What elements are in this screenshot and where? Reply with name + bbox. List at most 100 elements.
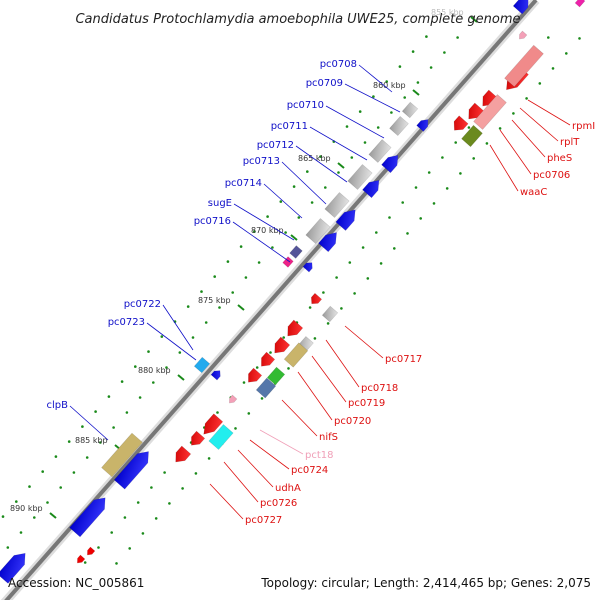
track-dot: [120, 380, 124, 383]
gene-label-reverse: pc0724: [291, 465, 328, 476]
gray-feature: [401, 101, 419, 119]
track-dot: [326, 322, 330, 325]
accession-label: Accession: NC_005861: [8, 576, 144, 590]
track-dot: [6, 546, 10, 549]
kbp-tick-label: 890 kbp: [10, 504, 43, 513]
track-dot: [547, 36, 550, 39]
track-dot: [41, 470, 44, 473]
track-dot: [388, 216, 391, 219]
track-dot: [83, 561, 87, 564]
track-dot: [207, 457, 211, 460]
reverse-gene: [261, 351, 276, 367]
steel-feature: [255, 377, 277, 399]
track-dot: [242, 381, 246, 384]
reverse-gene: [191, 430, 206, 446]
track-dot: [313, 337, 317, 340]
track-dot: [353, 292, 356, 295]
cyan-feature: [208, 424, 234, 450]
track-dot: [81, 425, 84, 428]
purple-feature: [289, 245, 303, 259]
trna-feature: [87, 546, 96, 556]
track-dot: [427, 171, 431, 174]
track-dot: [348, 261, 352, 264]
track-dot: [393, 247, 396, 250]
track-dot: [358, 110, 362, 113]
genome-backbone: [0, 0, 540, 600]
rrna-feature: [504, 44, 544, 88]
kbp-tick: 885 kbp: [75, 436, 122, 451]
forward-gene: [335, 209, 356, 231]
track-dot: [445, 187, 449, 190]
track-dot: [165, 366, 168, 369]
gene-label-forward: pc0714: [225, 178, 262, 189]
track-dot: [401, 201, 405, 204]
reverse-gene: [248, 367, 263, 383]
track-dot: [128, 547, 131, 550]
track-dot: [287, 367, 290, 370]
reverse-gene: [175, 445, 192, 463]
gray-feature: [347, 164, 373, 190]
track-dot: [33, 516, 36, 519]
label-leader-lines: [69, 64, 571, 520]
track-dot: [379, 262, 383, 265]
track-dot: [390, 111, 393, 114]
track-dot: [46, 501, 49, 504]
gene-label-reverse: pct18: [305, 450, 334, 461]
kbp-tick-label: 885 kbp: [75, 436, 108, 445]
track-dot: [191, 336, 195, 339]
track-dot: [257, 261, 261, 264]
forward-gene: [381, 154, 399, 174]
kbp-tick: 860 kbp: [373, 81, 420, 96]
track-dot: [279, 200, 283, 203]
gene-label-reverse: waaC: [520, 187, 547, 198]
gene-label-reverse: pc0726: [260, 498, 297, 509]
trna-feature: [77, 554, 86, 564]
kbp-tick-label: 860 kbp: [373, 81, 406, 90]
gene-label-reverse: nifS: [319, 432, 338, 443]
gene-label-reverse: pc0718: [361, 383, 398, 394]
track-dot: [253, 230, 256, 233]
track-dot: [366, 277, 370, 280]
gene-label-reverse: pc0719: [348, 398, 385, 409]
reverse-gene: [203, 413, 224, 435]
track-dot: [94, 410, 97, 413]
track-dot: [163, 471, 166, 474]
gene-label-forward: clpB: [47, 400, 69, 411]
track-dot: [125, 411, 129, 414]
track-dot: [85, 456, 89, 459]
reverse-gene: [274, 336, 291, 354]
track-dot: [67, 440, 71, 443]
track-dot: [432, 202, 436, 205]
track-dot: [178, 351, 182, 354]
track-dot: [340, 307, 343, 310]
reverse-gene: [287, 319, 304, 337]
track-dot: [154, 517, 158, 520]
track-dot: [115, 562, 118, 565]
track-dot: [467, 126, 471, 129]
kbp-tick: 875 kbp: [198, 296, 245, 311]
track-dot: [213, 275, 216, 278]
track-dot: [247, 412, 251, 415]
track-dot: [498, 127, 502, 130]
track-dot: [147, 350, 150, 353]
track-dot: [406, 232, 409, 235]
track-dot: [1, 515, 5, 518]
track-dot: [419, 217, 423, 220]
gene-features: [0, 0, 586, 584]
track-dot: [28, 485, 31, 488]
track-dot: [578, 37, 581, 40]
track-dot: [284, 231, 287, 234]
track-dot: [319, 155, 322, 158]
gene-label-reverse: pc0706: [533, 170, 570, 181]
gene-label-reverse: pc0717: [385, 354, 422, 365]
kbp-tick: 890 kbp: [10, 504, 57, 519]
track-dot: [134, 365, 137, 368]
track-dot: [72, 471, 76, 474]
gene-label-forward: pc0712: [257, 140, 294, 151]
gene-label-reverse: udhA: [275, 483, 301, 494]
track-dot: [551, 67, 555, 70]
track-dot: [99, 441, 102, 444]
kbp-tick: 870 kbp: [251, 226, 298, 241]
track-dot: [266, 215, 269, 218]
